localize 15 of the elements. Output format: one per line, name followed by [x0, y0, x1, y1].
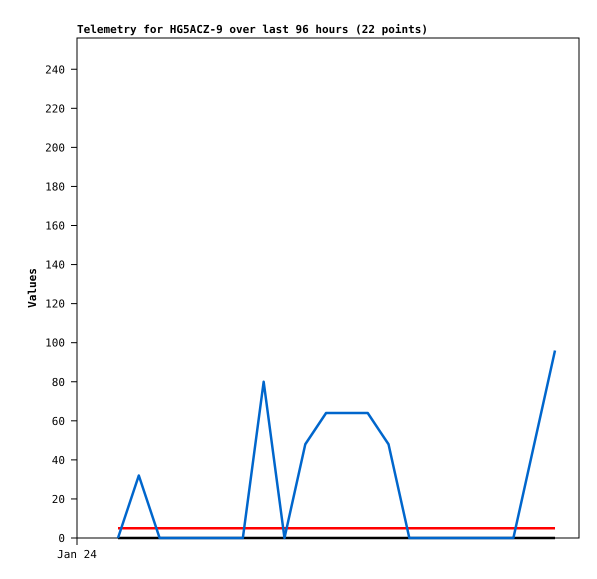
y-tick-label: 240 — [45, 63, 65, 76]
y-tick-label: 180 — [45, 180, 65, 194]
y-tick-label: 160 — [45, 220, 65, 232]
y-tick-label: 140 — [45, 258, 65, 272]
y-tick-label: 60 — [52, 414, 65, 428]
y-tick-label: 120 — [45, 298, 65, 311]
y-tick-label: 40 — [52, 454, 65, 467]
chart-title: Telemetry for HG5ACZ-9 over last 96 hours (22 points) — [77, 23, 428, 36]
y-tick-label: 200 — [45, 141, 65, 154]
y-tick-label: 0 — [58, 532, 65, 545]
y-axis-title: Values — [26, 268, 39, 308]
y-tick-label: 20 — [52, 492, 65, 506]
y-tick-label: 80 — [52, 376, 65, 389]
y-tick-label: 220 — [45, 102, 65, 116]
y-tick-label: 100 — [45, 336, 65, 350]
